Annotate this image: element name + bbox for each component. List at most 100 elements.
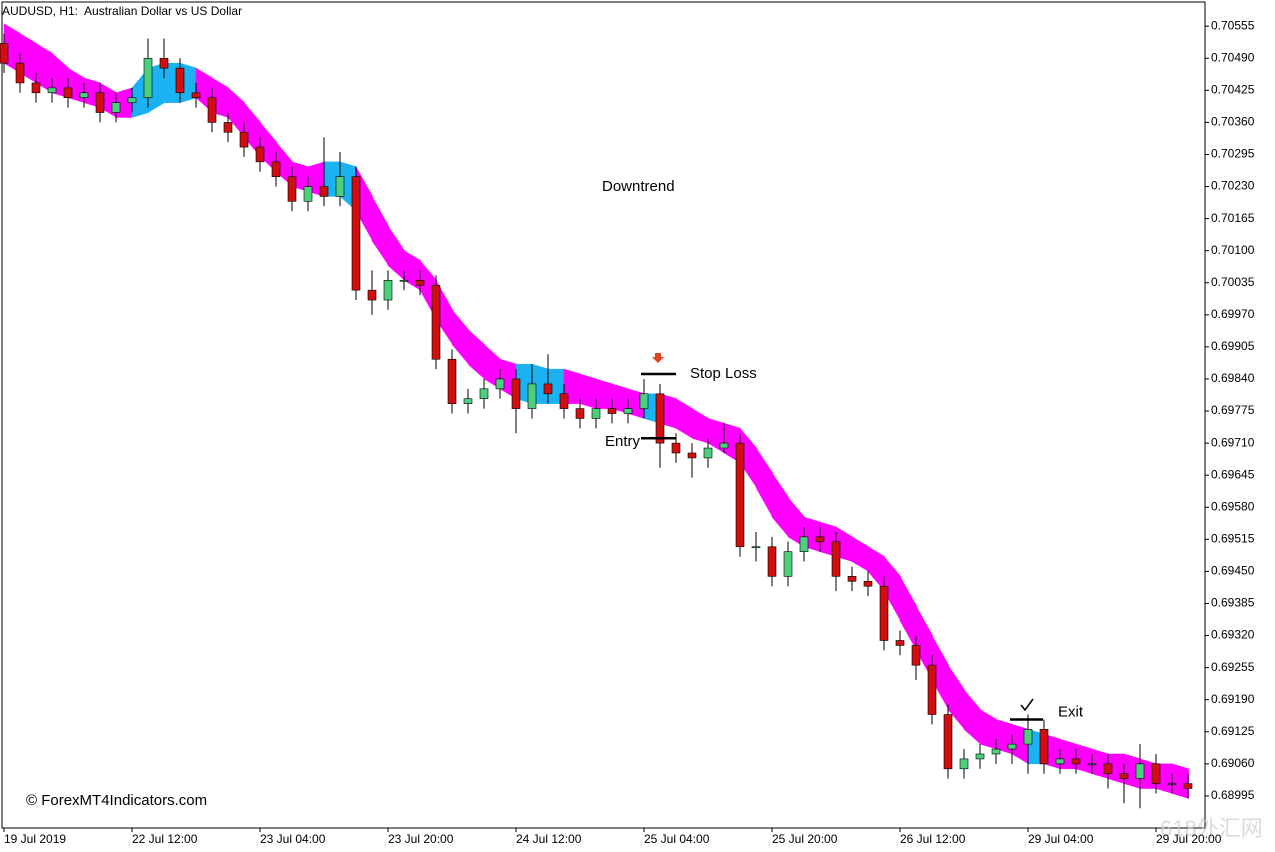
candle-body (1135, 763, 1145, 779)
candle-body (63, 87, 73, 99)
y-tick-label: 0.69905 (1211, 339, 1255, 353)
band-layer (3, 23, 1189, 799)
candle-body (607, 408, 617, 414)
candle-body (15, 62, 25, 84)
x-tick-label: 23 Jul 20:00 (388, 832, 454, 846)
candle-body (879, 585, 889, 641)
candle-body (47, 87, 57, 94)
x-tick-label: 29 Jul 20:00 (1156, 832, 1222, 846)
candle-body (383, 279, 393, 301)
y-tick-label: 0.70165 (1211, 211, 1255, 225)
y-tick-label: 0.70425 (1211, 82, 1255, 96)
candle-body (191, 92, 201, 99)
copyright: © ForexMT4Indicators.com (26, 792, 207, 809)
y-tick-label: 0.69125 (1211, 724, 1255, 738)
y-tick-label: 0.70230 (1211, 179, 1255, 193)
y-tick-label: 0.70490 (1211, 50, 1255, 64)
candle-body (207, 97, 217, 123)
candle-body (479, 388, 489, 400)
candle-body (1183, 783, 1193, 789)
check-mark (1020, 698, 1034, 712)
candle-body (943, 714, 953, 770)
candle-body (927, 664, 937, 715)
candle-body (799, 536, 809, 552)
y-tick-label: 0.69775 (1211, 403, 1255, 417)
sell-arrow (652, 353, 664, 363)
x-tick-label: 22 Jul 12:00 (132, 832, 198, 846)
candle-body (415, 279, 425, 286)
candle-body (639, 393, 649, 409)
chart-title: AUDUSD, H1: Australian Dollar vs US Doll… (2, 4, 242, 18)
candle-body (831, 541, 841, 577)
y-tick-label: 0.70555 (1211, 18, 1255, 32)
y-tick-label: 0.69515 (1211, 532, 1255, 546)
y-tick-label: 0.69320 (1211, 628, 1255, 642)
candle-body (1151, 763, 1161, 784)
candle-body (847, 576, 857, 582)
candle-body (1167, 783, 1177, 785)
candle-body (79, 92, 89, 99)
y-tick-label: 0.69710 (1211, 435, 1255, 449)
candle-body (239, 131, 249, 148)
candle-body (255, 146, 265, 163)
x-tick-label: 24 Jul 12:00 (516, 832, 582, 846)
candle-body (335, 176, 345, 197)
candle-body (591, 408, 601, 419)
candle-body (447, 358, 457, 404)
candle-body (287, 176, 297, 202)
candle-body (1119, 773, 1129, 779)
candle-body (127, 97, 137, 103)
candle-body (959, 758, 969, 770)
y-tick-label: 0.69970 (1211, 307, 1255, 321)
candle-body (751, 546, 761, 549)
candle-body (1039, 729, 1049, 765)
candle-body (671, 442, 681, 454)
y-tick-label: 0.69190 (1211, 692, 1255, 706)
candle-body (991, 748, 1001, 755)
candle-body (159, 57, 169, 69)
candle-body (95, 92, 105, 113)
x-tick-label: 19 Jul 2019 (4, 832, 66, 846)
candle-body (559, 393, 569, 409)
candle-body (303, 186, 313, 202)
candle-body (495, 378, 505, 390)
level-label: Entry (605, 433, 641, 450)
band-segment (1171, 763, 1189, 799)
candle-body (1055, 758, 1065, 765)
y-tick-label: 0.70295 (1211, 147, 1255, 161)
candle-body (0, 43, 9, 64)
candle-body (399, 279, 409, 282)
candle-body (1023, 729, 1033, 745)
x-tick-label: 23 Jul 04:00 (260, 832, 326, 846)
candle-body (463, 398, 473, 404)
y-tick-label: 0.68995 (1211, 788, 1255, 802)
y-tick-label: 0.69580 (1211, 499, 1255, 513)
candle-body (319, 186, 329, 197)
candle-body (703, 447, 713, 459)
candle-body (1007, 743, 1017, 750)
candle-body (367, 289, 377, 301)
band-segment (595, 378, 613, 409)
y-tick-label: 0.69385 (1211, 596, 1255, 610)
candle-body (863, 580, 873, 587)
y-tick-label: 0.70360 (1211, 115, 1255, 129)
candle-body (543, 383, 553, 395)
candle-body (223, 122, 233, 133)
candle-layer (0, 33, 1193, 809)
candle-body (527, 383, 537, 409)
candle-body (767, 546, 777, 577)
y-tick-label: 0.70100 (1211, 243, 1255, 257)
annotation: Downtrend (602, 178, 675, 195)
candle-body (575, 408, 585, 419)
watermark: 618外汇网 (1160, 816, 1263, 841)
y-tick-label: 0.69645 (1211, 467, 1255, 481)
candle-body (511, 378, 521, 409)
candle-body (1071, 758, 1081, 765)
candle-body (719, 442, 729, 449)
candle-body (271, 161, 281, 177)
candle-body (175, 67, 185, 94)
candle-body (975, 753, 985, 760)
x-tick-label: 25 Jul 04:00 (644, 832, 710, 846)
